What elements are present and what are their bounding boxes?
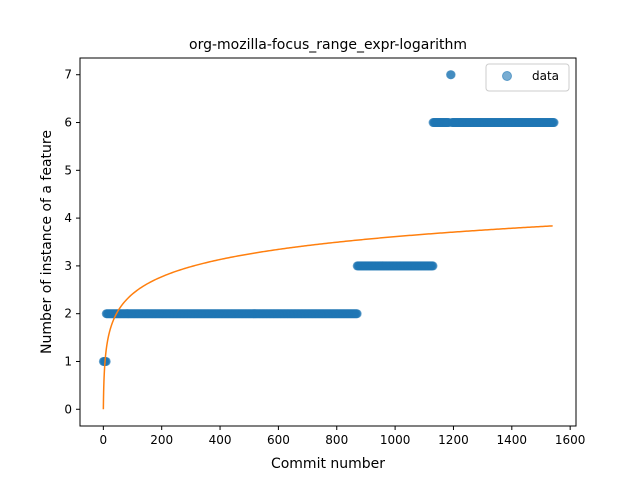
y-axis-label: Number of instance of a feature xyxy=(39,130,55,354)
x-tick-label: 1400 xyxy=(497,433,528,447)
legend-label-data: data xyxy=(532,69,559,83)
legend-marker-data xyxy=(502,71,512,81)
y-tick-label: 1 xyxy=(64,354,72,368)
x-axis-label: Commit number xyxy=(271,456,385,472)
y-tick-label: 3 xyxy=(64,259,72,273)
plot-area xyxy=(98,70,559,410)
x-tick-label: 0 xyxy=(100,433,108,447)
x-tick-label: 600 xyxy=(267,433,290,447)
x-axis: 0 200 400 600 800 1000 1200 1400 1600 xyxy=(100,426,586,447)
y-axis: 0 1 2 3 4 5 6 7 xyxy=(64,68,80,416)
data-point xyxy=(101,356,111,366)
x-tick-label: 1600 xyxy=(555,433,586,447)
x-tick-label: 1000 xyxy=(380,433,411,447)
legend: data xyxy=(485,63,570,92)
y-tick-label: 7 xyxy=(64,68,72,82)
x-tick-label: 1200 xyxy=(438,433,469,447)
chart-title: org-mozilla-focus_range_expr-logarithm xyxy=(189,37,467,53)
y-tick-label: 4 xyxy=(64,211,72,225)
y-tick-label: 0 xyxy=(64,402,72,416)
x-tick-label: 400 xyxy=(209,433,232,447)
data-point xyxy=(352,309,362,319)
x-tick-label: 800 xyxy=(325,433,348,447)
data-point xyxy=(549,118,559,128)
y-tick-label: 5 xyxy=(64,163,72,177)
data-point xyxy=(446,70,456,80)
y-tick-label: 6 xyxy=(64,116,72,130)
legend-box xyxy=(485,63,570,92)
y-tick-label: 2 xyxy=(64,307,72,321)
fit-curve xyxy=(102,225,553,410)
axes-frame xyxy=(79,57,577,427)
data-point xyxy=(428,261,438,271)
x-tick-label: 200 xyxy=(150,433,173,447)
